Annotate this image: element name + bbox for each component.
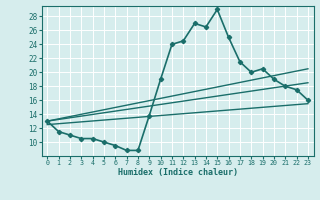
X-axis label: Humidex (Indice chaleur): Humidex (Indice chaleur) — [118, 168, 237, 177]
